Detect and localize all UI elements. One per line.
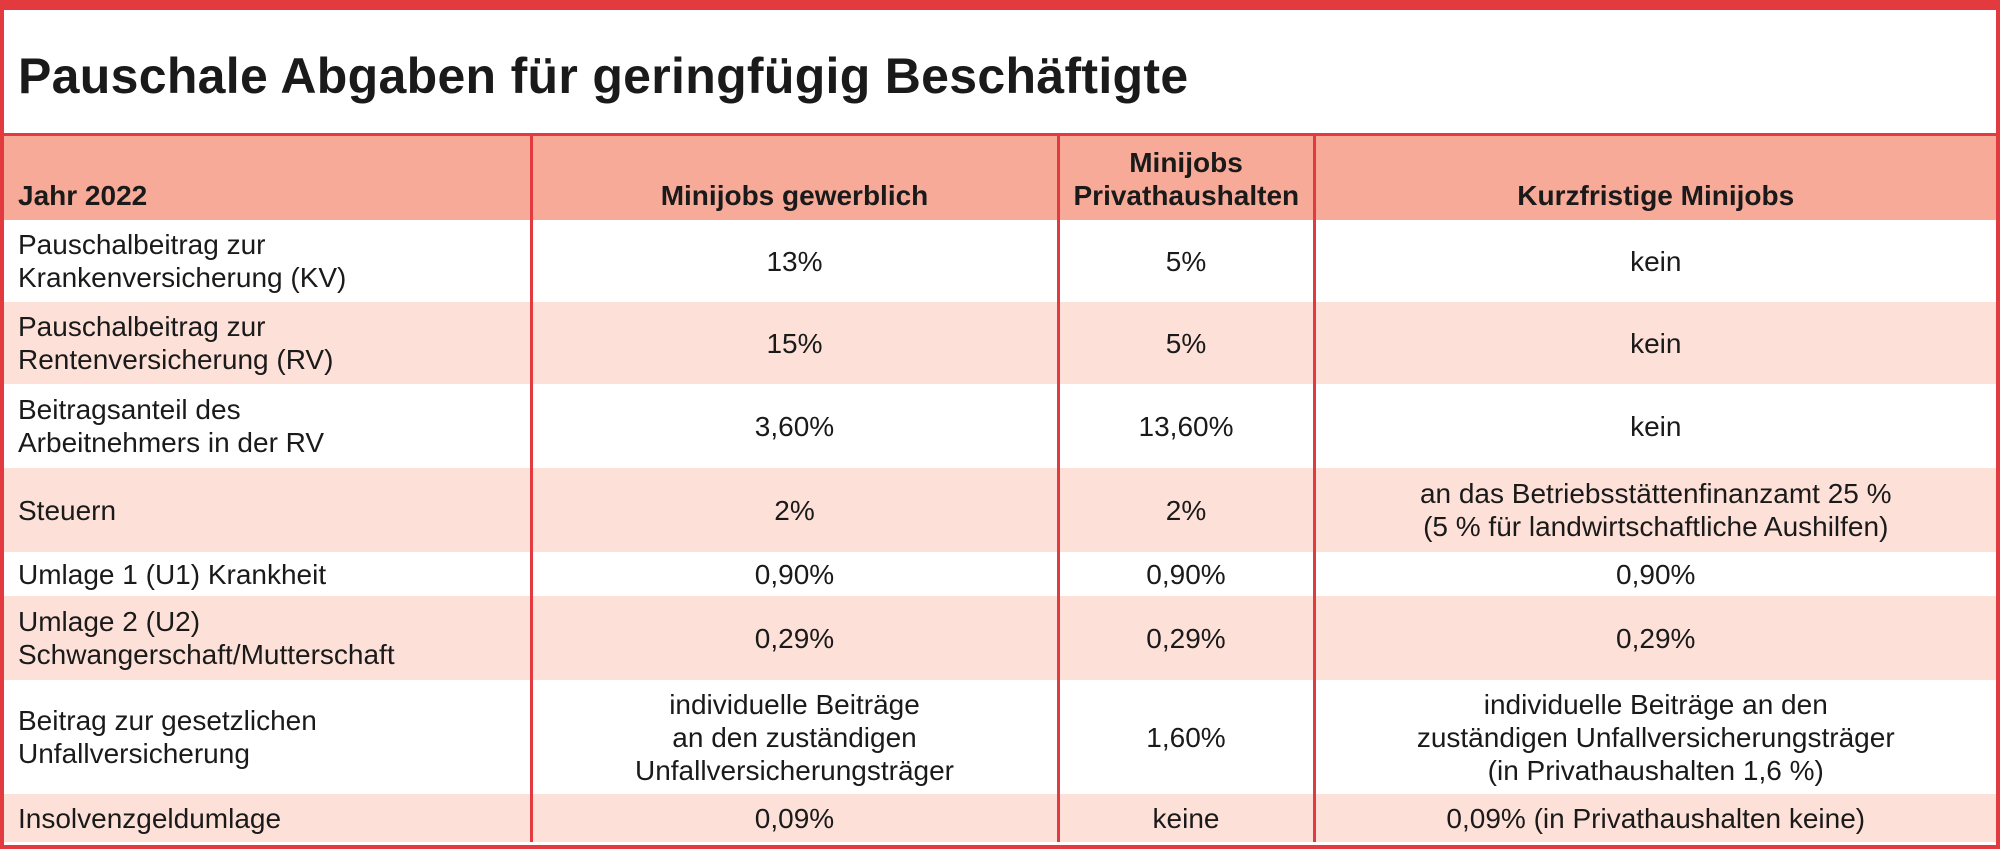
cell-privat: 2% xyxy=(1056,468,1314,552)
contributions-table: Jahr 2022 Minijobs gewerblich Minijobs P… xyxy=(4,136,1996,842)
cell-line: 2% xyxy=(1165,494,1207,526)
cell-gewerblich: 0,29% xyxy=(529,596,1058,680)
cell-label: Pauschalbeitrag zur Krankenversicherung (… xyxy=(4,220,531,302)
cell-line: kein xyxy=(1630,327,1682,359)
cell-line: an das Betriebsstättenfinanzamt 25 % xyxy=(1419,478,1892,509)
header-minijobs-gewerblich: Minijobs gewerblich xyxy=(529,136,1058,220)
cell-line: Schwangerschaft/Mutterschaft xyxy=(18,639,395,670)
cell-line: (in Privathaushalten 1,6 %) xyxy=(1487,754,1824,786)
cell-privat: keine xyxy=(1056,794,1314,842)
cell-gewerblich: 15% xyxy=(529,302,1058,384)
cell-kurzfristig: 0,09% (in Privathaushalten keine) xyxy=(1312,794,1996,842)
header-year: Jahr 2022 xyxy=(4,136,531,220)
table-row: Umlage 2 (U2) Schwangerschaft/Mutterschaf… xyxy=(4,596,1996,680)
cell-line: keine xyxy=(1152,802,1220,834)
cell-line: 0,09% xyxy=(754,802,835,834)
cell-kurzfristig: an das Betriebsstättenfinanzamt 25 % (5 %… xyxy=(1312,468,1996,552)
cell-privat: 5% xyxy=(1056,302,1314,384)
cell-line: an den zuständigen xyxy=(672,721,917,753)
table-row: Steuern 2% 2% an das Betriebsstättenfinanza… xyxy=(4,468,1996,552)
page-title: Pauschale Abgaben für geringfügig Beschä… xyxy=(4,10,1996,136)
table-row: Pauschalbeitrag zur Rentenversicherung (R… xyxy=(4,302,1996,384)
cell-label: Umlage 2 (U2) Schwangerschaft/Mutterschaf… xyxy=(4,596,531,680)
cell-line: 0,90% xyxy=(1616,558,1696,590)
cell-line: Beitragsanteil des xyxy=(18,394,241,425)
header-privat-line1: Minijobs xyxy=(1129,147,1243,178)
table-row: Insolvenzgeldumlage 0,09% keine 0,09% (in P… xyxy=(4,794,1996,842)
cell-line: 0,09% (in Privathaushalten keine) xyxy=(1446,802,1866,834)
table-row: Beitragsanteil des Arbeitnehmers in der R… xyxy=(4,384,1996,468)
cell-label: Pauschalbeitrag zur Rentenversicherung (R… xyxy=(4,302,531,384)
cell-kurzfristig: 0,29% xyxy=(1312,596,1996,680)
cell-line: Pauschalbeitrag zur xyxy=(18,311,266,342)
cell-gewerblich: 3,60% xyxy=(529,384,1058,468)
cell-gewerblich: individuelle Beiträge an den zuständigen U… xyxy=(529,680,1058,794)
cell-label: Beitrag zur gesetzlichen Unfallversicheru… xyxy=(4,680,531,794)
cell-gewerblich: 2% xyxy=(529,468,1058,552)
cell-line: 0,29% xyxy=(1616,622,1696,654)
cell-line: Umlage 2 (U2) xyxy=(18,606,201,637)
cell-line: (5 % für landwirtschaftliche Aushilfen) xyxy=(1423,511,1889,542)
cell-label: Insolvenzgeldumlage xyxy=(4,794,531,842)
cell-privat: 1,60% xyxy=(1056,680,1314,794)
table-row: Beitrag zur gesetzlichen Unfallversicheru… xyxy=(4,680,1996,794)
cell-line: Rentenversicherung (RV) xyxy=(18,344,334,375)
cell-line: 0,29% xyxy=(754,622,835,654)
table-header-row: Jahr 2022 Minijobs gewerblich Minijobs P… xyxy=(4,136,1996,220)
cell-line: Steuern xyxy=(18,494,117,526)
header-kurzfristige-minijobs: Kurzfristige Minijobs xyxy=(1312,136,1996,220)
cell-line: Insolvenzgeldumlage xyxy=(18,802,282,834)
cell-kurzfristig: individuelle Beiträge an den zuständigen … xyxy=(1312,680,1996,794)
cell-line: Unfallversicherungsträger xyxy=(634,754,955,786)
cell-kurzfristig: kein xyxy=(1312,302,1996,384)
table-row: Pauschalbeitrag zur Krankenversicherung (… xyxy=(4,220,1996,302)
cell-kurzfristig: kein xyxy=(1312,220,1996,302)
cell-line: 0,29% xyxy=(1146,622,1226,654)
cell-privat: 0,29% xyxy=(1056,596,1314,680)
cell-line: individuelle Beiträge xyxy=(669,688,920,720)
cell-line: kein xyxy=(1630,245,1682,277)
cell-line: 2% xyxy=(774,494,815,526)
cell-line: Arbeitnehmers in der RV xyxy=(18,427,325,458)
cell-line: 5% xyxy=(1165,327,1207,359)
cell-label: Steuern xyxy=(4,468,531,552)
cell-line: individuelle Beiträge an den xyxy=(1483,688,1828,720)
cell-line: Krankenversicherung (KV) xyxy=(18,262,347,293)
cell-privat: 13,60% xyxy=(1056,384,1314,468)
header-privat-line2: Privathaushalten xyxy=(1073,180,1300,211)
cell-line: Unfallversicherung xyxy=(18,738,250,769)
cell-gewerblich: 13% xyxy=(529,220,1058,302)
cell-label: Umlage 1 (U1) Krankheit xyxy=(4,552,531,596)
cell-kurzfristig: 0,90% xyxy=(1312,552,1996,596)
table-row: Umlage 1 (U1) Krankheit 0,90% 0,90% 0,90% xyxy=(4,552,1996,596)
cell-line: zuständigen Unfallversicherungsträger xyxy=(1416,721,1895,753)
cell-privat: 0,90% xyxy=(1056,552,1314,596)
cell-line: 15% xyxy=(766,327,823,359)
cell-gewerblich: 0,90% xyxy=(529,552,1058,596)
cell-kurzfristig: kein xyxy=(1312,384,1996,468)
cell-line: Pauschalbeitrag zur xyxy=(18,229,266,260)
cell-line: kein xyxy=(1630,410,1682,442)
cell-privat: 5% xyxy=(1056,220,1314,302)
cell-label: Beitragsanteil des Arbeitnehmers in der R… xyxy=(4,384,531,468)
cell-line: 3,60% xyxy=(754,410,835,442)
cell-line: 0,90% xyxy=(1146,558,1226,590)
cell-line: 5% xyxy=(1165,245,1207,277)
cell-line: Umlage 1 (U1) Krankheit xyxy=(18,558,327,590)
cell-gewerblich: 0,09% xyxy=(529,794,1058,842)
cell-line: 0,90% xyxy=(754,558,835,590)
cell-line: Beitrag zur gesetzlichen xyxy=(18,705,317,736)
cell-line: 1,60% xyxy=(1146,721,1226,753)
cell-line: 13% xyxy=(766,245,823,277)
cell-line: 13,60% xyxy=(1138,410,1234,442)
header-minijobs-privathaushalten: Minijobs Privathaushalten xyxy=(1056,136,1314,220)
